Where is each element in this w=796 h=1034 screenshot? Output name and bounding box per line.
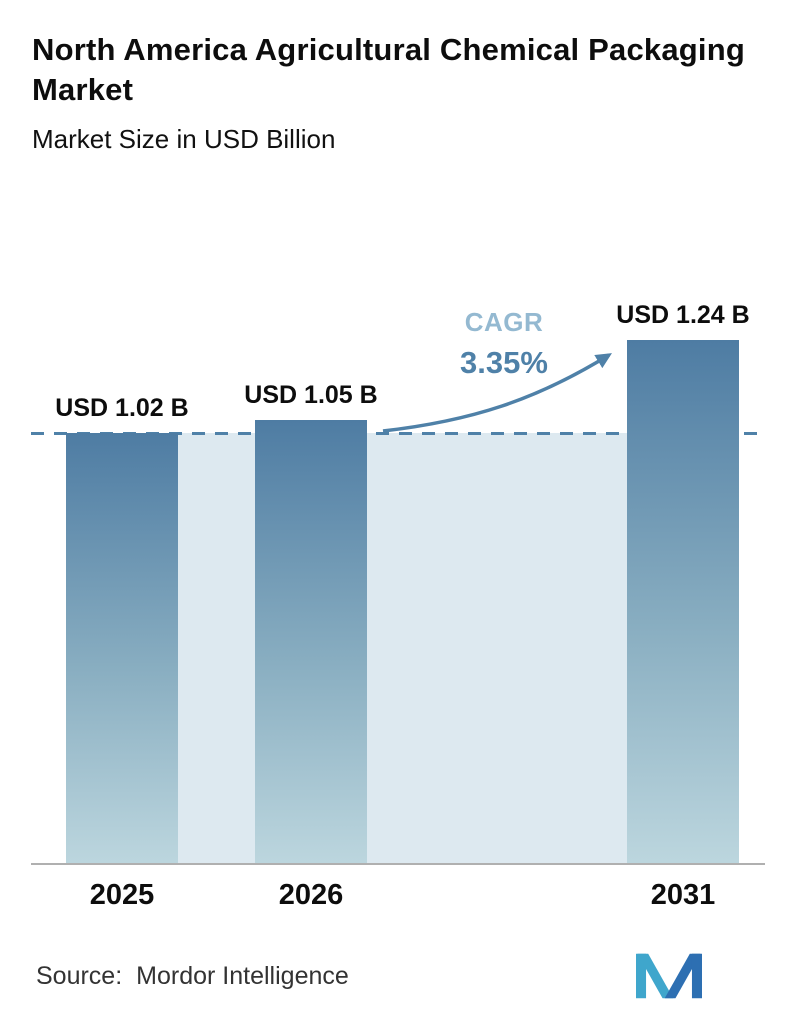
source-label: Source: <box>36 961 123 990</box>
bar-value-label: USD 1.02 B <box>55 394 189 422</box>
chart-header: North America Agricultural Chemical Pack… <box>0 0 796 155</box>
bar-2031: USD 1.24 B <box>616 301 750 863</box>
mordor-logo-svg <box>636 953 702 999</box>
cagr-annotation: CAGR 3.35% <box>429 307 579 381</box>
bar-2026: USD 1.05 B <box>244 381 378 863</box>
dashed-reference-line <box>31 432 765 435</box>
x-axis-label-2031: 2031 <box>650 879 716 911</box>
source-value: Mordor Intelligence <box>136 961 349 990</box>
cagr-label: CAGR <box>464 307 544 337</box>
chart-footer: Source: Mordor Intelligence <box>36 953 760 999</box>
page-title: North America Agricultural Chemical Pack… <box>32 32 746 107</box>
x-axis-label-2026: 2026 <box>278 879 344 911</box>
x-axis-label-2025: 2025 <box>89 879 155 911</box>
mordor-intelligence-logo-icon <box>636 953 702 999</box>
bar-value-label: USD 1.05 B <box>244 381 378 409</box>
bar-2025: USD 1.02 B <box>55 394 189 863</box>
bar-value-label: USD 1.24 B <box>616 301 750 329</box>
market-size-chart: USD 1.02 B USD 1.05 B USD 1.24 B CAGR 3.… <box>31 301 765 865</box>
x-axis: 2025 2026 2031 <box>31 865 765 917</box>
source-attribution: Source: Mordor Intelligence <box>36 962 349 991</box>
chart-subtitle: Market Size in USD Billion <box>32 124 336 154</box>
cagr-value: 3.35% <box>460 345 548 380</box>
